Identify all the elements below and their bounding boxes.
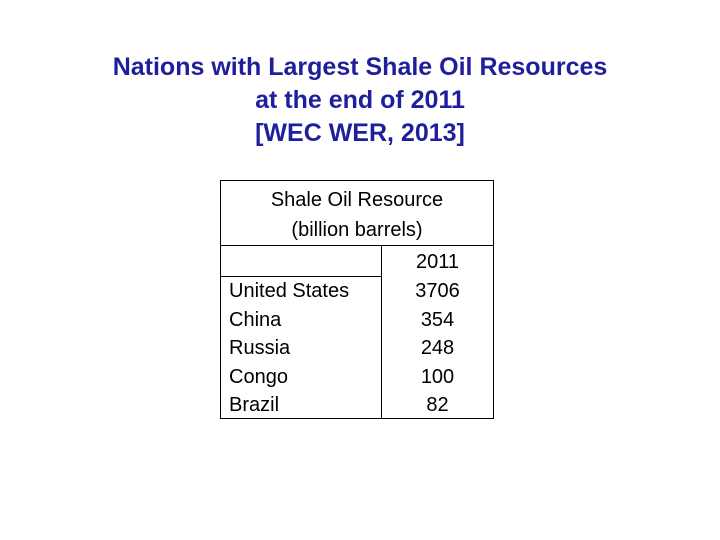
table: Shale Oil Resource (billion barrels) 201… <box>220 180 494 419</box>
title-line: [WEC WER, 2013] <box>255 119 465 147</box>
title-line: at the end of 2011 <box>255 86 465 114</box>
rule <box>221 245 493 246</box>
resource-value: 100 <box>420 365 455 388</box>
rule <box>381 245 382 418</box>
resource-value: 82 <box>426 394 449 417</box>
year-header: 2011 <box>415 251 459 273</box>
title-line: Nations with Largest Shale Oil Resources <box>112 53 608 81</box>
table-header: (billion barrels) <box>291 219 423 241</box>
resource-value: 3706 <box>415 280 460 302</box>
resource-value: 248 <box>420 337 455 360</box>
table-header: Shale Oil Resource <box>270 189 444 211</box>
country: Congo <box>229 365 288 388</box>
resource-value: 354 <box>420 308 455 331</box>
country: China <box>229 308 282 331</box>
country: Russia <box>229 337 291 360</box>
country: United States <box>229 280 350 302</box>
country: Brazil <box>229 394 280 417</box>
rule <box>221 276 381 277</box>
